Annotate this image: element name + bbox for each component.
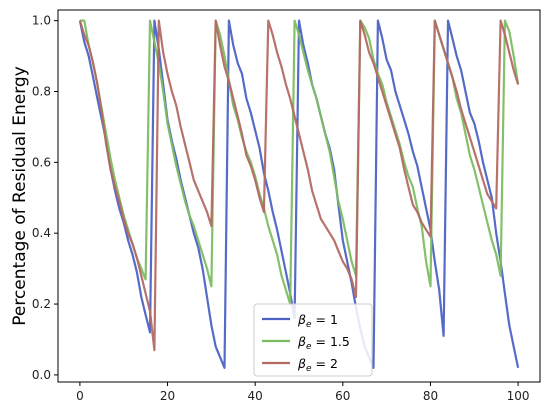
y-tick-label: 0.4: [32, 226, 51, 240]
x-tick-label: 80: [423, 389, 438, 403]
x-tick-label: 20: [160, 389, 175, 403]
series-line-3: [78, 19, 520, 352]
legend-box: [253, 303, 373, 377]
x-axis-ticks: 0 20 40 60 80 100: [76, 382, 530, 403]
legend-label-3: βe = 2: [297, 356, 338, 374]
y-tick-label: 0.2: [32, 297, 51, 311]
y-tick-label: 0.0: [32, 368, 51, 382]
plot-frame: [57, 9, 541, 383]
y-tick-label: 1.0: [32, 14, 51, 28]
plot-lines: [78, 19, 520, 369]
legend-label-2: βe = 1.5: [297, 334, 350, 352]
x-tick-label: 40: [248, 389, 263, 403]
y-tick-label: 0.8: [32, 84, 51, 98]
x-tick-label: 60: [335, 389, 350, 403]
legend: βe = 1 βe = 1.5 βe = 2: [253, 303, 373, 377]
y-axis-label: Percentage of Residual Energy: [10, 66, 30, 326]
x-tick-label: 100: [507, 389, 530, 403]
legend-label-1: βe = 1: [297, 312, 338, 330]
x-tick-label: 0: [76, 389, 84, 403]
series-line-1: [78, 19, 520, 369]
y-tick-label: 0.6: [32, 155, 51, 169]
y-axis-ticks: 0.0 0.2 0.4 0.6 0.8 1.0: [32, 14, 58, 382]
